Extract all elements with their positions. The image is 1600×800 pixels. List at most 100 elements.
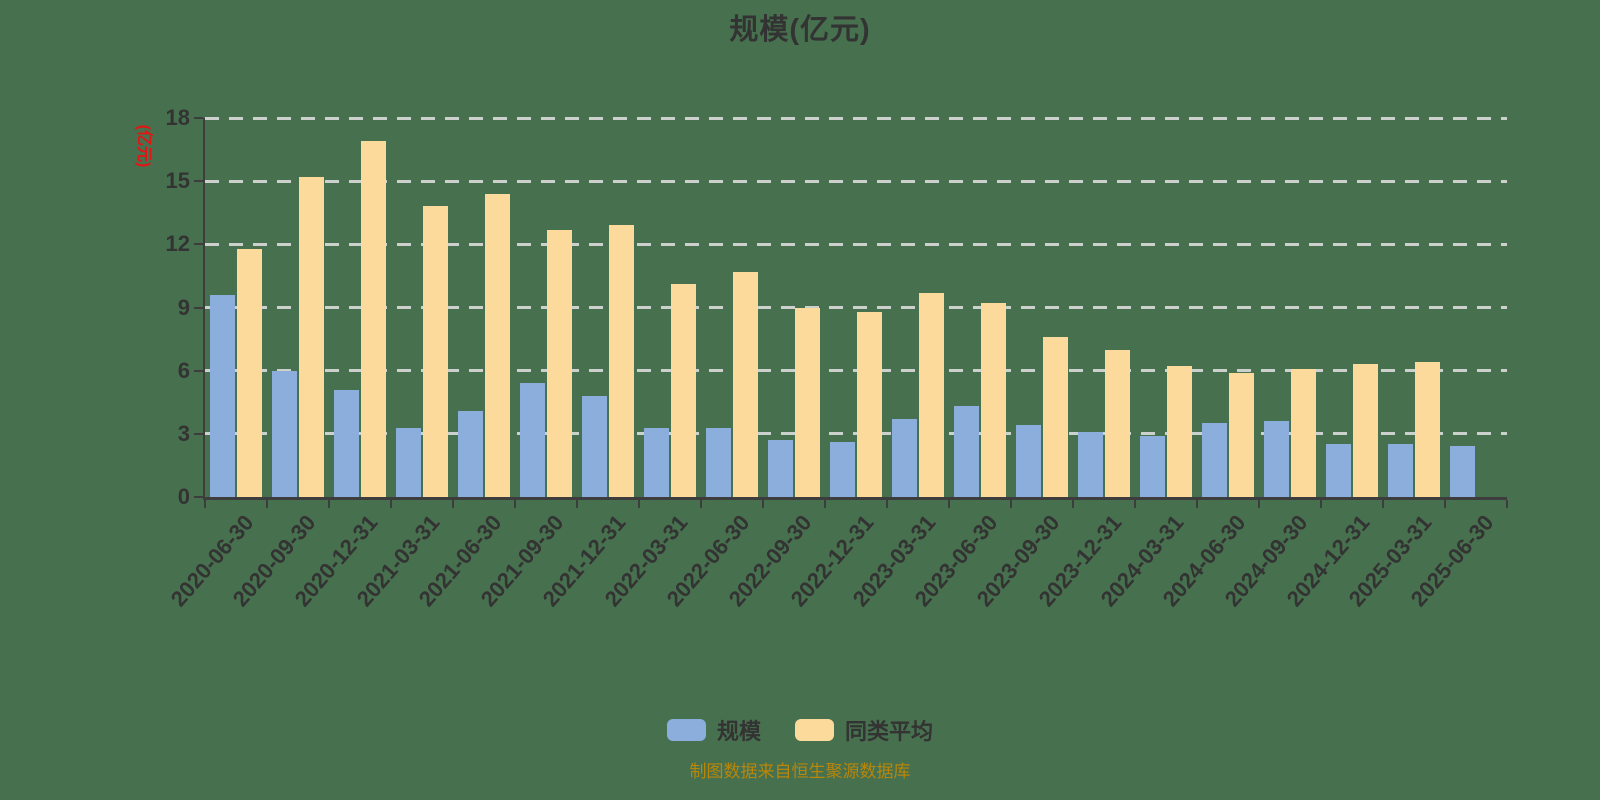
x-axis-tick-4	[452, 500, 454, 508]
bar-group-2023-09-30	[1011, 118, 1073, 497]
bar-group-2020-12-31	[329, 118, 391, 497]
bar-scale-2020-12-31[interactable]	[334, 389, 359, 497]
x-axis-tick-6	[576, 500, 578, 508]
y-axis-tick-label-9: 9	[177, 294, 190, 320]
legend-item-peer-average[interactable]: 同类平均	[795, 714, 933, 746]
y-axis-tick-label-6: 6	[177, 357, 190, 383]
bar-scale-2024-03-31[interactable]	[1140, 435, 1165, 497]
bar-peer-average-2022-09-30[interactable]	[795, 307, 820, 497]
x-axis-tick-2	[328, 500, 330, 508]
bar-group-2022-03-31	[639, 118, 701, 497]
bar-peer-average-2025-03-31[interactable]	[1415, 362, 1440, 497]
bar-scale-2021-09-30[interactable]	[520, 383, 545, 497]
y-axis-tick-label-3: 3	[177, 420, 190, 446]
bar-group-2024-12-31	[1321, 118, 1383, 497]
y-axis-tick-0	[194, 496, 203, 498]
x-axis-tick-19	[1382, 500, 1384, 508]
bar-peer-average-2021-03-31[interactable]	[423, 206, 448, 497]
x-axis-tick-21	[1506, 500, 1508, 508]
bar-peer-average-2024-03-31[interactable]	[1167, 366, 1192, 497]
x-axis-tick-14	[1072, 500, 1074, 508]
bar-peer-average-2021-09-30[interactable]	[547, 229, 572, 497]
bar-scale-2021-06-30[interactable]	[458, 410, 483, 497]
bar-peer-average-2020-09-30[interactable]	[299, 176, 324, 497]
bar-peer-average-2024-06-30[interactable]	[1229, 372, 1254, 497]
bar-group-2021-09-30	[515, 118, 577, 497]
bar-scale-2020-09-30[interactable]	[272, 370, 297, 497]
bar-peer-average-2022-03-31[interactable]	[671, 284, 696, 497]
bar-scale-2023-12-31[interactable]	[1078, 431, 1103, 497]
bar-group-2020-09-30	[267, 118, 329, 497]
data-source-caption: 制图数据来自恒生聚源数据库	[689, 762, 911, 781]
x-axis-tick-0	[204, 500, 206, 508]
legend-swatch-peer-average	[795, 719, 834, 741]
x-axis-tick-5	[514, 500, 516, 508]
bar-scale-2022-12-31[interactable]	[830, 442, 855, 497]
x-axis-tick-20	[1444, 500, 1446, 508]
bar-scale-2023-03-31[interactable]	[892, 419, 917, 497]
bar-scale-2022-06-30[interactable]	[706, 427, 731, 497]
bar-scale-2022-03-31[interactable]	[644, 427, 669, 497]
y-axis-tick-9	[194, 306, 203, 309]
bar-scale-2020-06-30[interactable]	[210, 294, 235, 497]
legend-swatch-scale	[666, 719, 706, 741]
bar-group-2023-06-30	[949, 118, 1011, 497]
bar-scale-2021-12-31[interactable]	[582, 395, 607, 497]
y-axis-tick-3	[194, 432, 203, 435]
y-axis-tick-label-15: 15	[165, 168, 190, 194]
bar-scale-2024-09-30[interactable]	[1264, 421, 1289, 497]
bar-peer-average-2023-06-30[interactable]	[981, 303, 1006, 497]
bar-peer-average-2024-09-30[interactable]	[1291, 368, 1316, 497]
bar-group-2024-06-30	[1197, 118, 1259, 497]
gridline-6	[205, 369, 1507, 373]
x-axis-tick-10	[824, 500, 826, 508]
bar-group-2021-12-31	[577, 118, 639, 497]
bar-group-2024-09-30	[1259, 118, 1321, 497]
bar-peer-average-2023-09-30[interactable]	[1043, 336, 1068, 497]
x-axis-tick-3	[390, 500, 392, 508]
bar-group-2023-03-31	[887, 118, 949, 497]
x-axis-tick-7	[638, 500, 640, 508]
y-axis-tick-label-18: 18	[165, 105, 190, 130]
bar-scale-2023-06-30[interactable]	[954, 406, 979, 497]
plot-area: 0 3 6 9 12 15 18 2020-06-30 2020-09-30 2020-12-31…	[166, 105, 1508, 611]
bar-group-2022-09-30	[763, 118, 825, 497]
legend: 规模 同类平均	[0, 714, 1600, 746]
bar-peer-average-2021-12-31[interactable]	[609, 225, 634, 497]
bar-scale-2024-06-30[interactable]	[1202, 423, 1227, 497]
x-axis-tick-15	[1134, 500, 1136, 508]
bar-scale-2025-06-30[interactable]	[1450, 446, 1475, 497]
bar-peer-average-2022-06-30[interactable]	[733, 271, 758, 497]
bar-scale-2022-09-30[interactable]	[768, 440, 793, 497]
y-axis-tick-18	[194, 117, 203, 119]
x-axis-tick-17	[1258, 500, 1260, 508]
bar-peer-average-2022-12-31[interactable]	[857, 311, 882, 497]
gridline-15	[205, 179, 1507, 183]
bar-peer-average-2020-12-31[interactable]	[361, 141, 386, 497]
bar-group-2024-03-31	[1135, 118, 1197, 497]
x-axis-tick-1	[266, 500, 268, 508]
bar-peer-average-2024-12-31[interactable]	[1353, 364, 1378, 497]
bar-scale-2023-09-30[interactable]	[1016, 425, 1041, 497]
bar-peer-average-2023-12-31[interactable]	[1105, 349, 1130, 497]
bar-scale-2021-03-31[interactable]	[396, 427, 421, 497]
x-axis-tick-18	[1320, 500, 1322, 508]
x-axis-tick-12	[948, 500, 950, 508]
bar-group-2021-03-31	[391, 118, 453, 497]
bar-peer-average-2021-06-30[interactable]	[485, 193, 510, 497]
x-axis-tick-8	[700, 500, 702, 508]
bar-peer-average-2020-06-30[interactable]	[237, 248, 262, 497]
legend-item-scale[interactable]: 规模	[666, 714, 761, 746]
bar-group-2020-06-30	[205, 118, 267, 497]
gridline-3	[205, 432, 1507, 436]
bar-group-2022-06-30	[701, 118, 763, 497]
bar-group-2025-03-31	[1383, 118, 1445, 497]
bar-peer-average-2023-03-31[interactable]	[919, 292, 944, 497]
gridline-18	[205, 116, 1507, 120]
y-axis-tick-label-12: 12	[165, 231, 190, 257]
bar-group-2023-12-31	[1073, 118, 1135, 497]
y-axis-tick-15	[194, 180, 203, 183]
gridline-12	[205, 242, 1507, 246]
bar-scale-2025-03-31[interactable]	[1388, 444, 1413, 497]
bar-scale-2024-12-31[interactable]	[1326, 444, 1351, 497]
